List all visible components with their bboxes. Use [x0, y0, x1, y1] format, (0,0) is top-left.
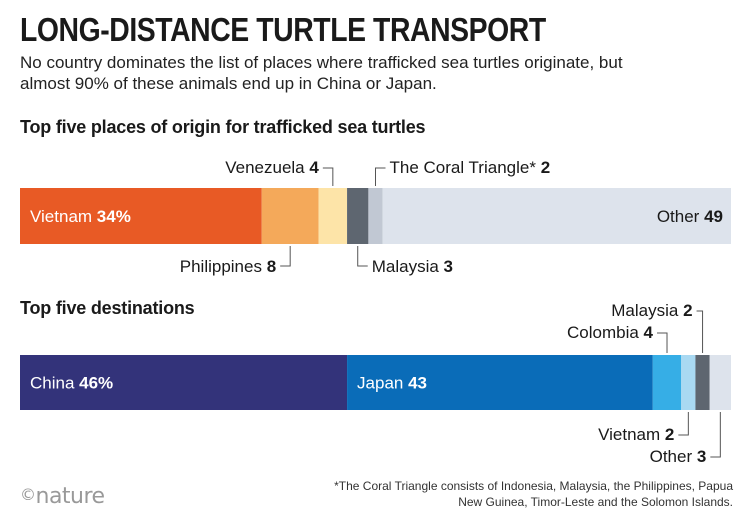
origin-bar-philippines [261, 188, 319, 244]
destination-label-china: China 46% [30, 374, 113, 393]
origin-leader-venezuela [322, 167, 334, 186]
destination-label-vietnam: Vietnam 2 [598, 425, 674, 444]
origin-bar-vietnam [20, 188, 262, 244]
footnote: *The Coral Triangle consists of Indonesi… [334, 479, 733, 509]
origin-bar-venezuela [318, 188, 348, 244]
origin-leader-philippines [280, 246, 291, 267]
origin-section-title: Top five places of origin for trafficked… [20, 117, 426, 137]
destination-leader-other [710, 412, 721, 458]
origin-bar-malaysia [347, 188, 369, 244]
origin-leader-malaysia [357, 246, 368, 267]
origin-label-other: Other 49 [657, 207, 723, 226]
destination-bar-japan [347, 355, 653, 410]
origin-label-philippines: Philippines 8 [180, 257, 276, 276]
origin-label-vietnam: Vietnam 34% [30, 207, 131, 226]
nature-logo: ©nature [20, 484, 105, 509]
origin-bar-the-coral-triangle [368, 188, 383, 244]
destination-label-japan: Japan 43 [357, 374, 427, 393]
destination-bar-other [709, 355, 731, 410]
origin-leader-coral-triangle [375, 167, 386, 186]
destination-bar-vietnam [681, 355, 696, 410]
destination-leader-malaysia [696, 310, 704, 353]
chart-title: LONG-DISTANCE TURTLE TRANSPORT [20, 11, 546, 48]
destination-bar-china [20, 355, 348, 410]
destination-section-title: Top five destinations [20, 298, 195, 318]
destination-bar-colombia [652, 355, 682, 410]
chart-subtitle: No country dominates the list of places … [20, 53, 623, 93]
destination-bar-malaysia [695, 355, 710, 410]
origin-label-venezuela: Venezuela 4 [225, 158, 319, 177]
destination-label-colombia: Colombia 4 [567, 323, 654, 342]
origin-bar-other [382, 188, 731, 244]
destination-label-malaysia: Malaysia 2 [611, 301, 692, 320]
destination-label-other: Other 3 [650, 447, 707, 466]
destination-leader-colombia [657, 332, 668, 353]
origin-label-malaysia: Malaysia 3 [372, 257, 453, 276]
origin-label-coral-triangle: The Coral Triangle* 2 [390, 158, 551, 177]
destination-leader-vietnam [678, 412, 689, 436]
